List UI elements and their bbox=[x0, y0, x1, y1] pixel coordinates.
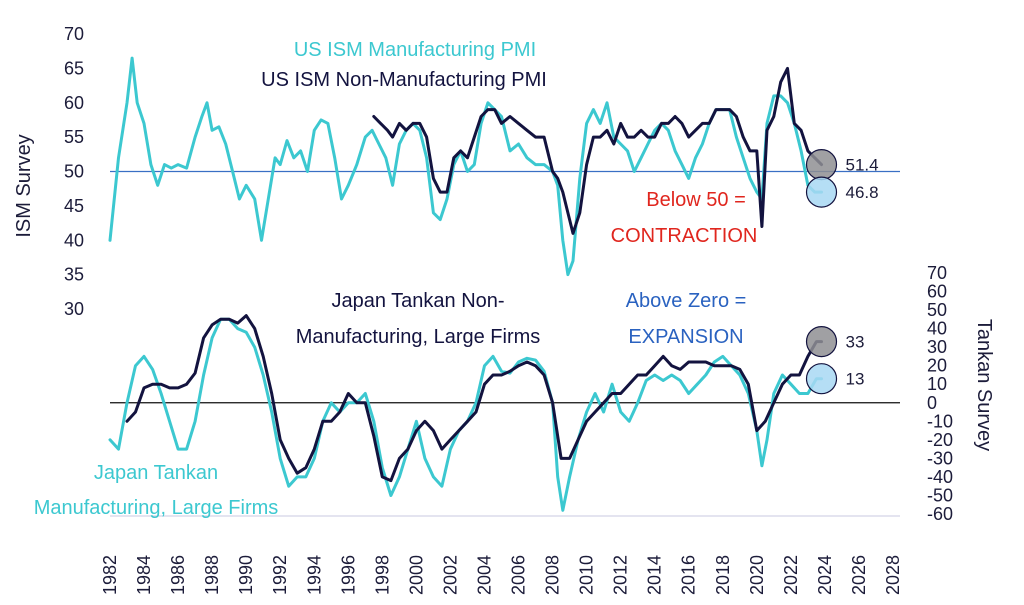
right-tick-label: 10 bbox=[927, 374, 947, 394]
x-tick-label: 2022 bbox=[781, 555, 801, 595]
above0-label-2: EXPANSION bbox=[628, 326, 743, 348]
x-axis-ticks: 1982 1984 1986 1988 1990 1992 1994 1996 1998 2000… bbox=[100, 555, 903, 595]
x-tick-label: 1992 bbox=[270, 555, 290, 595]
left-axis-ticks: 70 65 60 55 50 45 40 35 30 bbox=[64, 24, 84, 319]
left-axis-title: ISM Survey bbox=[13, 134, 35, 237]
x-tick-label: 2014 bbox=[645, 555, 665, 595]
series-tankan-nonmfg-line bbox=[125, 314, 823, 483]
x-tick-label: 2002 bbox=[440, 555, 460, 595]
tankan-nonmfg-label-1: Japan Tankan Non- bbox=[331, 290, 504, 312]
right-tick-label: -20 bbox=[927, 430, 953, 450]
right-tick-label: 60 bbox=[927, 282, 947, 302]
left-tick-label: 70 bbox=[64, 24, 84, 44]
series-ism-nonmfg-line bbox=[372, 66, 823, 235]
x-tick-label: 2004 bbox=[474, 555, 494, 595]
above0-label-1: Above Zero = bbox=[626, 290, 747, 312]
end-marker-tankan-mfg bbox=[805, 363, 838, 395]
ism-mfg-label: US ISM Manufacturing PMI bbox=[294, 39, 536, 61]
x-tick-label: 1998 bbox=[372, 555, 392, 595]
right-tick-label: 30 bbox=[927, 337, 947, 357]
x-tick-label: 1982 bbox=[100, 555, 120, 595]
end-marker-ism-mfg bbox=[805, 176, 838, 208]
series-ism-mfg-line bbox=[108, 56, 823, 277]
x-tick-label: 2006 bbox=[509, 555, 529, 595]
x-tick-label: 2010 bbox=[577, 555, 597, 595]
x-tick-label: 2026 bbox=[849, 555, 869, 595]
series-layer bbox=[108, 56, 823, 512]
x-tick-label: 1988 bbox=[202, 555, 222, 595]
end-value-tankan-mfg: 13 bbox=[846, 370, 865, 389]
tankan-mfg-label-2: Manufacturing, Large Firms bbox=[34, 497, 279, 519]
x-tick-label: 2028 bbox=[883, 555, 903, 595]
tankan-mfg-label-1: Japan Tankan bbox=[94, 462, 218, 484]
right-tick-label: -30 bbox=[927, 448, 953, 468]
end-marker-ism-nonmfg bbox=[805, 149, 838, 181]
end-markers: 51.4 46.8 33 13 bbox=[805, 149, 879, 395]
right-tick-label: 40 bbox=[927, 319, 947, 339]
tankan-nonmfg-label-2: Manufacturing, Large Firms bbox=[296, 326, 541, 348]
right-tick-label: 50 bbox=[927, 300, 947, 320]
right-tick-label: -60 bbox=[927, 504, 953, 524]
right-tick-label: -50 bbox=[927, 485, 953, 505]
right-tick-label: -10 bbox=[927, 411, 953, 431]
x-tick-label: 2024 bbox=[815, 555, 835, 595]
end-value-tankan-nonmfg: 33 bbox=[846, 333, 865, 352]
left-tick-label: 40 bbox=[64, 230, 84, 250]
x-tick-label: 1994 bbox=[304, 555, 324, 595]
end-marker-tankan-nonmfg bbox=[805, 325, 838, 358]
left-tick-label: 55 bbox=[64, 127, 84, 147]
below50-label-1: Below 50 = bbox=[646, 189, 746, 211]
left-tick-label: 35 bbox=[64, 265, 84, 285]
x-tick-label: 2016 bbox=[679, 555, 699, 595]
x-tick-label: 2008 bbox=[543, 555, 563, 595]
x-tick-label: 2018 bbox=[713, 555, 733, 595]
left-tick-label: 30 bbox=[64, 299, 84, 319]
right-tick-label: 20 bbox=[927, 356, 947, 376]
right-axis-title: Tankan Survey bbox=[973, 319, 995, 451]
left-tick-label: 65 bbox=[64, 58, 84, 78]
left-tick-label: 50 bbox=[64, 162, 84, 182]
end-value-ism-nonmfg: 51.4 bbox=[846, 156, 879, 175]
x-tick-label: 1986 bbox=[168, 555, 188, 595]
x-tick-label: 1996 bbox=[338, 555, 358, 595]
right-tick-label: -40 bbox=[927, 467, 953, 487]
below50-label-2: CONTRACTION bbox=[611, 225, 758, 247]
left-tick-label: 45 bbox=[64, 196, 84, 216]
right-tick-label: 70 bbox=[927, 263, 947, 283]
reference-lines bbox=[110, 170, 900, 517]
x-tick-label: 2012 bbox=[611, 555, 631, 595]
x-tick-label: 2020 bbox=[747, 555, 767, 595]
x-tick-label: 1990 bbox=[236, 555, 256, 595]
right-tick-label: 0 bbox=[927, 393, 937, 413]
series-tankan-mfg-line bbox=[108, 317, 823, 512]
x-tick-label: 1984 bbox=[134, 555, 154, 595]
left-tick-label: 60 bbox=[64, 93, 84, 113]
x-tick-label: 2000 bbox=[406, 555, 426, 595]
end-value-ism-mfg: 46.8 bbox=[846, 183, 879, 202]
ism-nonmfg-label: US ISM Non-Manufacturing PMI bbox=[261, 69, 547, 91]
